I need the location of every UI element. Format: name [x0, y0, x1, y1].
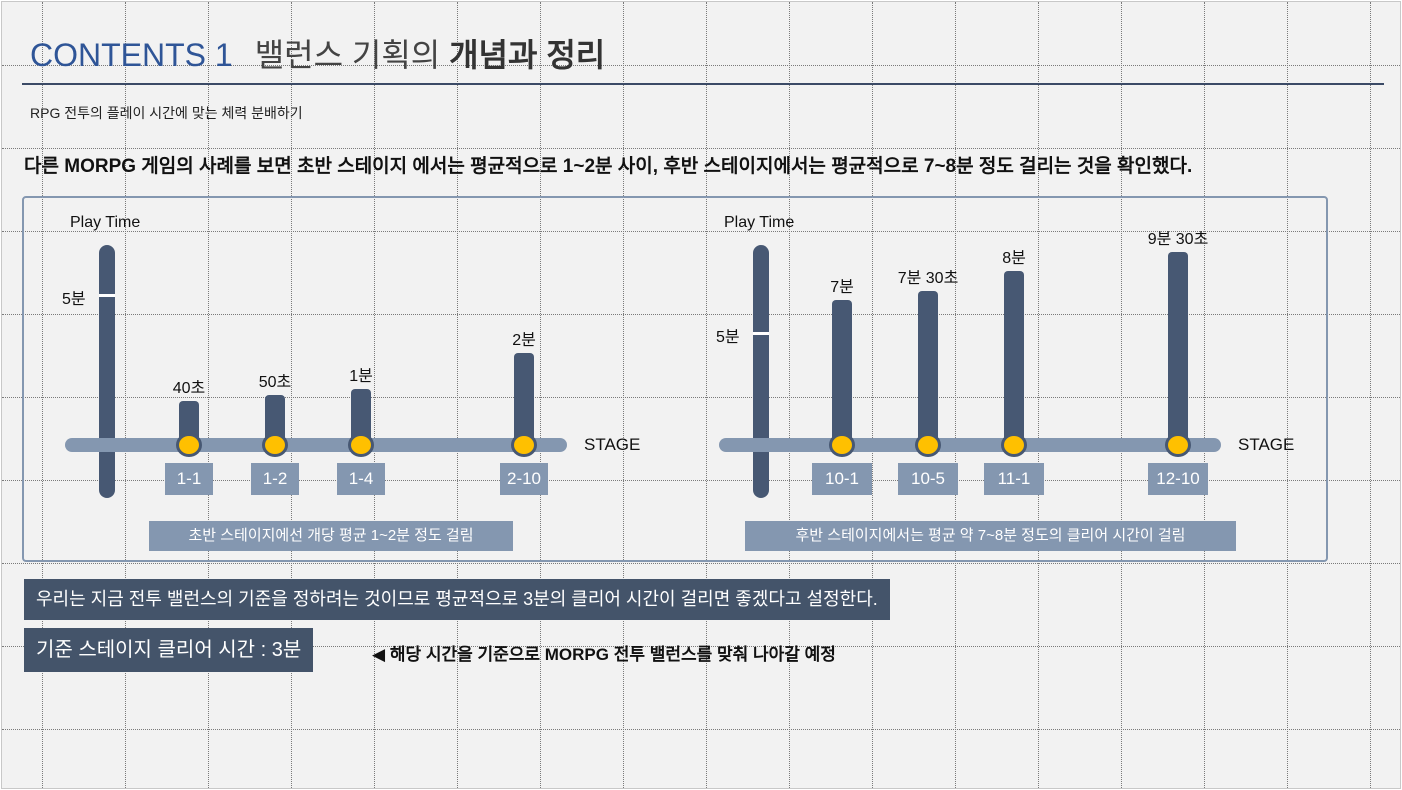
lead-text: 다른 MORPG 게임의 사례를 보면 초반 스테이지 에서는 평균적으로 1~…	[24, 156, 1193, 177]
standard-note-text: 해당 시간을 기준으로 MORPG 전투 밸런스를 맞춰 나아갈 예정	[389, 645, 836, 664]
stage-point	[348, 433, 374, 457]
y-axis-label: Play Time	[70, 214, 141, 231]
x-axis	[719, 438, 1221, 452]
stage-point	[915, 433, 941, 457]
grid-line-v	[125, 2, 126, 788]
stage-point	[1165, 433, 1191, 457]
grid-line-v	[1204, 2, 1205, 788]
stage-label: 2-10	[500, 463, 548, 495]
grid-line-h	[2, 480, 1400, 481]
standard-time-banner: 기준 스테이지 클리어 시간 : 3분	[24, 628, 314, 672]
grid-line-v	[208, 2, 209, 788]
title-normal: 밸런스 기획의	[254, 37, 441, 73]
bar	[265, 395, 285, 445]
bar	[1168, 251, 1188, 445]
grid-line-v	[623, 2, 624, 788]
stage-label: 12-10	[1148, 463, 1208, 495]
charts-panel	[22, 196, 1328, 562]
grid-line-v	[1121, 2, 1122, 788]
stage-point	[176, 433, 202, 457]
grid-line-h	[2, 231, 1400, 232]
stage-label: 1-4	[337, 463, 385, 495]
stage-point	[829, 433, 855, 457]
value-label: 1분	[349, 368, 373, 385]
x-axis-label: STAGE	[584, 435, 641, 454]
grid-line-v	[955, 2, 956, 788]
grid-line-v	[1038, 2, 1039, 788]
y-axis-marker-label: 5분	[716, 329, 740, 346]
title-divider	[22, 83, 1384, 85]
stage-point	[511, 433, 537, 457]
y-axis	[753, 245, 769, 498]
grid-line-v	[540, 2, 541, 788]
value-label: 8분	[1002, 250, 1026, 268]
grid-line-h	[2, 729, 1400, 730]
y-axis-marker	[753, 332, 769, 335]
grid-line-v	[42, 2, 43, 788]
chart-caption: 초반 스테이지에선 개당 평균 1~2분 정도 걸림	[149, 521, 513, 551]
stage-label: 1-1	[165, 463, 213, 495]
standard-note: ◀ 해당 시간을 기준으로 MORPG 전투 밸런스를 맞춰 나아갈 예정	[372, 640, 836, 665]
left-arrow-icon: ◀	[372, 645, 386, 664]
grid-line-h	[2, 314, 1400, 315]
bar	[514, 353, 534, 445]
bar	[832, 300, 852, 445]
bar	[1004, 271, 1024, 445]
stage-label: 10-1	[812, 463, 872, 495]
stage-label: 10-5	[898, 463, 958, 495]
grid-line-v	[872, 2, 873, 788]
grid-line-h	[2, 65, 1400, 66]
grid-line-v	[706, 2, 707, 788]
x-axis	[65, 438, 567, 452]
grid-line-h	[2, 563, 1400, 564]
y-axis-label: Play Time	[724, 214, 795, 231]
chart-caption: 후반 스테이지에서는 평균 약 7~8분 정도의 클리어 시간이 걸림	[745, 521, 1236, 551]
value-label: 40초	[172, 380, 206, 397]
title-bold: 개념과 정리	[449, 37, 606, 73]
value-label: 7분	[830, 279, 854, 297]
grid-line-v	[291, 2, 292, 788]
title-prefix: CONTENTS 1	[30, 37, 233, 73]
grid-line-v	[1287, 2, 1288, 788]
value-label: 9분 30초	[1147, 230, 1209, 248]
subtitle: RPG 전투의 플레이 시간에 맞는 체력 분배하기	[30, 105, 303, 121]
stage-point	[262, 433, 288, 457]
grid-line-v	[1370, 2, 1371, 788]
page-title: CONTENTS 1 밸런스 기획의 개념과 정리	[30, 30, 605, 76]
conclusion-banner: 우리는 지금 전투 밸런스의 기준을 정하려는 것이므로 평균적으로 3분의 클…	[24, 579, 890, 620]
y-axis	[99, 245, 115, 498]
bar	[351, 389, 371, 445]
value-label: 50초	[258, 374, 292, 391]
grid-line-v	[457, 2, 458, 788]
stage-point	[1001, 433, 1027, 457]
value-label: 2분	[512, 332, 536, 349]
grid-line-h	[2, 148, 1400, 149]
x-axis-label: STAGE	[1238, 435, 1295, 454]
stage-label: 11-1	[984, 463, 1044, 495]
grid-line-v	[789, 2, 790, 788]
grid-line-h	[2, 397, 1400, 398]
y-axis-marker-label: 5분	[62, 291, 86, 308]
y-axis-marker	[99, 294, 115, 297]
stage-label: 1-2	[251, 463, 299, 495]
value-label: 7분 30초	[897, 270, 959, 288]
grid-line-h	[2, 646, 1400, 647]
grid-line-v	[374, 2, 375, 788]
bar	[918, 291, 938, 445]
